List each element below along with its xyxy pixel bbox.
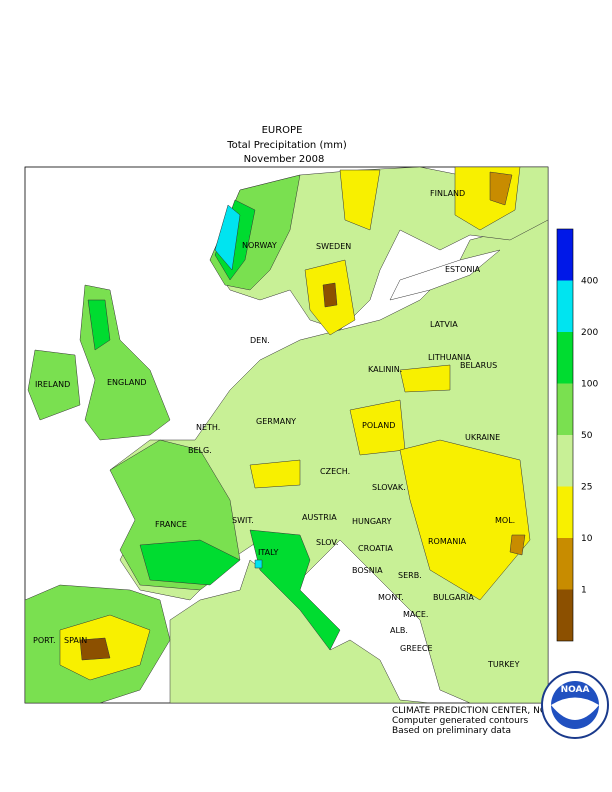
- legend-swatch: [557, 486, 573, 538]
- legend: 400 200 100 50 25 10 1: [556, 228, 598, 642]
- map-label: TURKEY: [487, 660, 520, 669]
- map-label: MOL.: [495, 516, 515, 525]
- map-label: ESTONIA: [445, 265, 481, 274]
- map-label: NORWAY: [242, 241, 277, 250]
- map-label: GERMANY: [256, 417, 296, 426]
- map-label: BELG.: [188, 446, 212, 455]
- map-label: IRELAND: [35, 380, 70, 389]
- date: November 2008: [244, 154, 325, 165]
- map-label: BULGARIA: [433, 593, 474, 602]
- map-label: SLOVAK.: [372, 483, 406, 492]
- subtitle: Total Precipitation (mm): [226, 140, 347, 151]
- map-label: LITHUANIA: [428, 353, 471, 362]
- map-label: MONT.: [378, 593, 404, 602]
- legend-swatch: [557, 280, 573, 332]
- legend-swatch: [557, 538, 573, 590]
- map-label: NETH.: [196, 423, 220, 432]
- legend-swatch: [557, 229, 573, 281]
- map-label: UKRAINE: [465, 433, 500, 442]
- legend-frame: [556, 228, 574, 642]
- map-label: FINLAND: [430, 189, 465, 198]
- map-label: ITALY: [258, 548, 278, 557]
- map-label: CROATIA: [358, 544, 393, 553]
- noaa-logo: NOAA: [541, 671, 609, 739]
- map-label: SWEDEN: [316, 242, 351, 251]
- legend-swatch: [557, 383, 573, 435]
- map-label: LATVIA: [430, 320, 458, 329]
- legend-label: 25: [581, 483, 592, 493]
- map-label: SPAIN: [64, 636, 87, 645]
- map-label: CZECH.: [320, 467, 350, 476]
- map-label: AUSTRIA: [302, 513, 337, 522]
- map-label: DEN.: [250, 336, 270, 345]
- footer-line: Based on preliminary data: [392, 726, 511, 736]
- map-label: BOSNIA: [352, 566, 383, 575]
- footer-line: Computer generated contours: [392, 716, 529, 726]
- map-label: FRANCE: [155, 520, 187, 529]
- map-label: GREECE: [400, 644, 433, 653]
- map-label: BELARUS: [460, 361, 497, 370]
- legend-label: 100: [581, 380, 598, 390]
- map-label: ROMANIA: [428, 537, 467, 546]
- legend-label: 400: [581, 277, 598, 287]
- map-label: KALININ.: [368, 365, 402, 374]
- map-label: ENGLAND: [107, 378, 147, 387]
- map-label: SLOV.: [316, 538, 338, 547]
- legend-label: 200: [581, 328, 598, 338]
- legend-label: 50: [581, 431, 593, 441]
- legend-swatch: [557, 589, 573, 641]
- logo-text: NOAA: [561, 685, 590, 695]
- map-label: ALB.: [390, 626, 408, 635]
- legend-label: 10: [581, 534, 593, 544]
- map-labels: FINLAND NORWAY SWEDEN ESTONIA LATVIA DEN…: [33, 189, 520, 669]
- map-label: PORT.: [33, 636, 56, 645]
- map: FINLAND NORWAY SWEDEN ESTONIA LATVIA DEN…: [24, 166, 549, 704]
- title: EUROPE: [262, 125, 303, 136]
- map-label: MACE.: [403, 610, 428, 619]
- map-label: SERB.: [398, 571, 422, 580]
- map-label: HUNGARY: [352, 517, 392, 526]
- legend-swatch: [557, 332, 573, 384]
- legend-swatch: [557, 435, 573, 487]
- legend-label: 1: [581, 586, 587, 596]
- footer-line: CLIMATE PREDICTION CENTER, NOAA: [392, 706, 560, 716]
- map-label: SWIT.: [232, 516, 254, 525]
- map-label: POLAND: [362, 421, 395, 430]
